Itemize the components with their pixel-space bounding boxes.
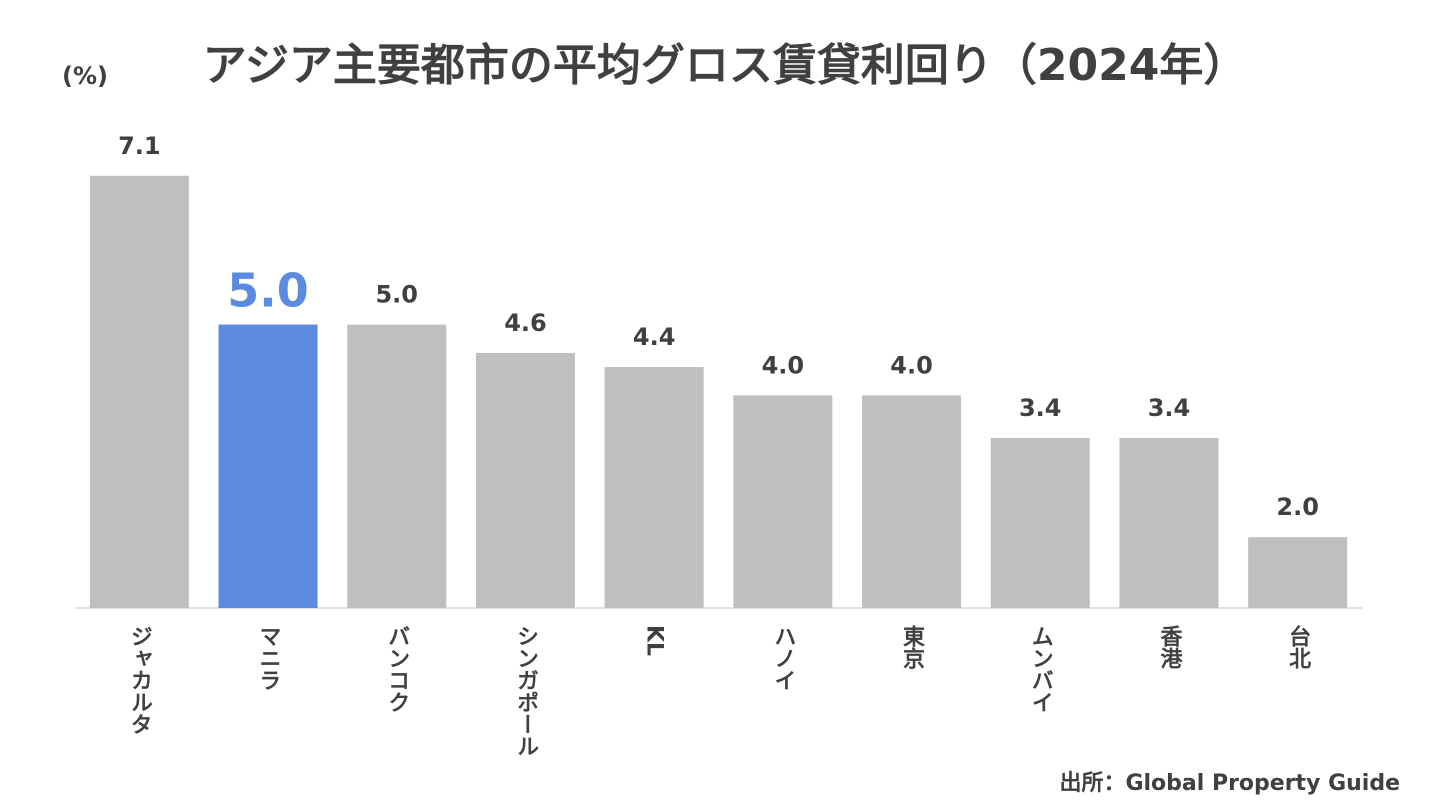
bar xyxy=(990,437,1090,608)
bar xyxy=(1248,537,1348,608)
x-tick-label: 台北 xyxy=(1285,624,1311,669)
bar xyxy=(862,395,962,608)
source-note: 出所：Global Property Guide xyxy=(1059,771,1400,796)
value-label: 4.4 xyxy=(633,323,676,351)
value-label: 7.1 xyxy=(118,132,161,160)
x-tick-label: ジャカルタ xyxy=(127,625,152,735)
y-axis-label: (%) xyxy=(62,62,108,90)
bar xyxy=(218,324,318,608)
chart-title: アジア主要都市の平均グロス賃貸利回り（2024年） xyxy=(203,40,1248,91)
bar xyxy=(347,324,447,608)
value-label: 5.0 xyxy=(375,281,418,309)
x-tick-label: マニラ xyxy=(256,625,281,691)
value-label: 4.0 xyxy=(890,351,933,379)
x-tick-label: KL xyxy=(642,625,667,656)
bar xyxy=(475,352,575,608)
value-label: 5.0 xyxy=(227,264,309,318)
value-label: 4.0 xyxy=(762,351,805,379)
x-tick-label: シンガポール xyxy=(513,625,538,757)
x-tick-label: 東京 xyxy=(899,625,925,670)
x-tick-label: ハノイ xyxy=(770,625,795,691)
bar xyxy=(604,367,704,608)
bar xyxy=(89,175,189,608)
bar xyxy=(1119,437,1219,608)
bar xyxy=(733,395,833,608)
value-label: 3.4 xyxy=(1019,394,1062,422)
x-tick-label: 香港 xyxy=(1156,625,1182,669)
x-tick-label: バンコク xyxy=(384,625,409,713)
value-label: 4.6 xyxy=(504,309,547,337)
value-label: 3.4 xyxy=(1148,394,1191,422)
x-tick-label: ムンバイ xyxy=(1028,625,1053,713)
value-label: 2.0 xyxy=(1276,493,1319,521)
